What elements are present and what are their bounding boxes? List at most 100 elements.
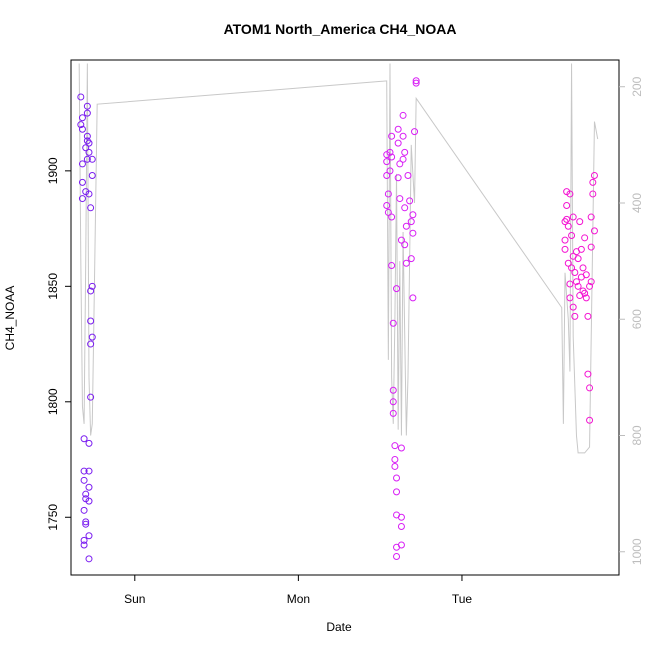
point: [85, 467, 93, 475]
point: [407, 255, 415, 263]
y-tick-label: 1900: [46, 157, 60, 184]
point: [383, 158, 391, 166]
point: [401, 241, 409, 249]
point: [88, 155, 96, 163]
point: [574, 282, 582, 290]
point: [409, 211, 417, 219]
point: [409, 229, 417, 237]
plot-area: [77, 63, 599, 563]
point: [581, 289, 589, 297]
point: [564, 259, 572, 267]
point: [88, 171, 96, 179]
y2-tick-label: 600: [630, 309, 644, 329]
point: [574, 255, 582, 263]
point: [568, 264, 576, 272]
point: [393, 553, 401, 561]
point: [393, 285, 401, 293]
point: [85, 439, 93, 447]
y-tick-label: 1800: [46, 388, 60, 415]
point: [587, 243, 595, 251]
point: [582, 271, 590, 279]
point: [80, 506, 88, 514]
point: [391, 442, 399, 450]
point: [83, 155, 91, 163]
y2-tick-label: 200: [630, 76, 644, 96]
point: [389, 319, 397, 327]
point: [563, 201, 571, 209]
point: [82, 144, 90, 152]
y2-tick-label: 400: [630, 193, 644, 213]
point: [412, 77, 420, 85]
point: [394, 139, 402, 147]
point: [566, 280, 574, 288]
point: [397, 541, 405, 549]
plot-frame: [70, 59, 620, 576]
y-tick-label: 1850: [46, 273, 60, 300]
point: [391, 462, 399, 470]
point: [397, 523, 405, 531]
point: [388, 132, 396, 140]
point: [561, 236, 569, 244]
y2-tick-label: 1000: [630, 538, 644, 565]
x-tick-label: Sun: [124, 592, 145, 606]
point: [78, 195, 86, 203]
point: [586, 384, 594, 392]
point: [384, 208, 392, 216]
point: [589, 178, 597, 186]
point: [399, 111, 407, 119]
x-axis-label: Date: [326, 620, 352, 634]
point: [397, 444, 405, 452]
point: [78, 178, 86, 186]
point: [83, 109, 91, 117]
point: [406, 197, 414, 205]
point: [384, 190, 392, 198]
point: [569, 213, 577, 221]
point: [393, 474, 401, 482]
point: [393, 488, 401, 496]
point: [396, 195, 404, 203]
y2-tick-label: 800: [630, 425, 644, 445]
point: [388, 262, 396, 270]
point: [80, 467, 88, 475]
point: [399, 132, 407, 140]
point: [402, 259, 410, 267]
point: [77, 121, 85, 129]
point: [78, 160, 86, 168]
point: [581, 234, 589, 242]
point: [386, 148, 394, 156]
chart-title: ATOM1 North_America CH4_NOAA: [224, 21, 457, 37]
point: [85, 555, 93, 563]
point: [396, 160, 404, 168]
point: [82, 518, 90, 526]
point: [85, 190, 93, 198]
point: [402, 222, 410, 230]
point: [404, 171, 412, 179]
point: [587, 278, 595, 286]
point: [85, 483, 93, 491]
point: [389, 386, 397, 394]
point: [85, 148, 93, 156]
point: [389, 398, 397, 406]
point: [80, 435, 88, 443]
point: [87, 317, 95, 325]
point: [82, 490, 90, 498]
point: [401, 204, 409, 212]
point: [590, 227, 598, 235]
point: [571, 312, 579, 320]
point: [397, 513, 405, 521]
point: [82, 520, 90, 528]
point: [586, 282, 594, 290]
point: [577, 245, 585, 253]
point: [590, 171, 598, 179]
point: [78, 114, 86, 122]
point: [566, 294, 574, 302]
point: [80, 541, 88, 549]
point: [579, 264, 587, 272]
point: [87, 204, 95, 212]
x-tick-label: Tue: [452, 592, 473, 606]
point: [589, 190, 597, 198]
point: [88, 333, 96, 341]
point: [584, 312, 592, 320]
point: [571, 268, 579, 276]
